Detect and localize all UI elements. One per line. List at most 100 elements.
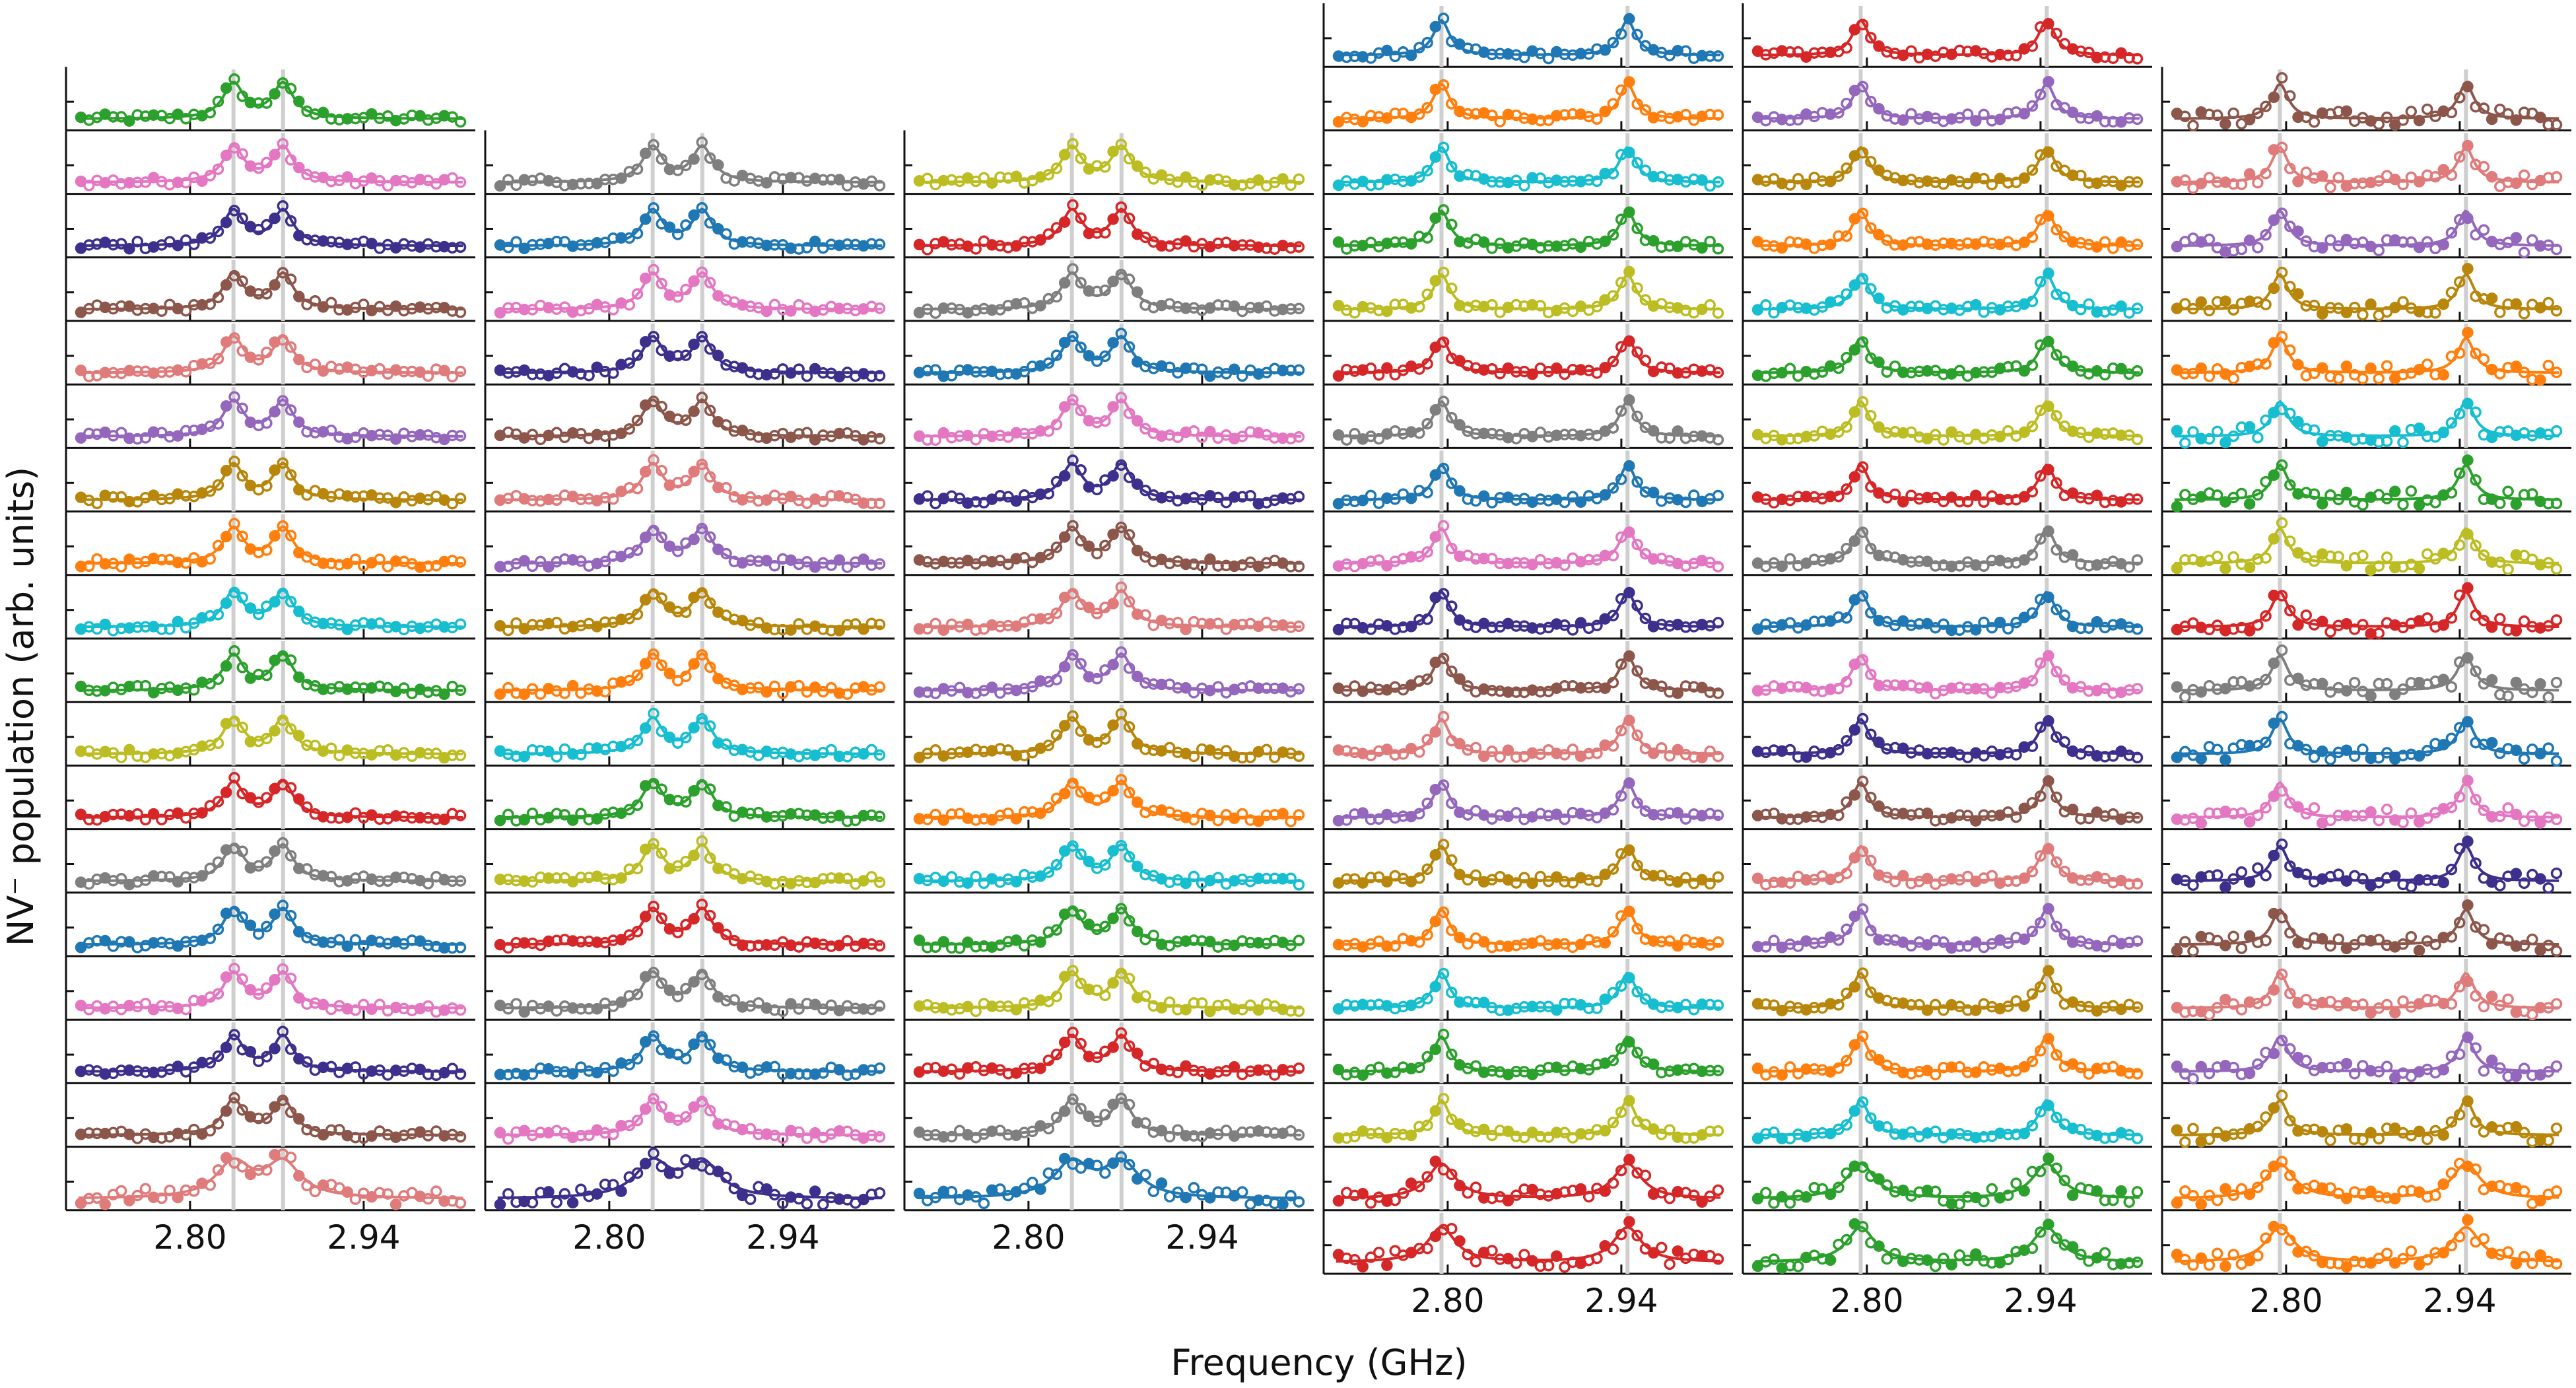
data-point: [285, 1106, 297, 1119]
data-point: [1277, 808, 1289, 820]
data-point: [801, 370, 813, 382]
data-point: [317, 557, 329, 569]
data-point: [1873, 356, 1885, 368]
data-point: [252, 97, 265, 109]
data-point: [607, 304, 619, 316]
data-point: [212, 737, 224, 749]
data-point: [1623, 1154, 1635, 1166]
data-point: [873, 302, 886, 314]
spectrum-panel: [1322, 1020, 1733, 1084]
data-point: [244, 1046, 257, 1058]
data-point: [1237, 1186, 1248, 1198]
spectrum-panel: [1742, 384, 2152, 449]
data-point: [454, 365, 467, 378]
fit-line: [1336, 781, 1721, 819]
data-point: [494, 1198, 506, 1210]
data-point: [172, 1191, 184, 1204]
data-point: [704, 343, 716, 355]
data-point: [688, 722, 700, 734]
fit-line: [1755, 526, 2140, 565]
column-4: 2.80 2.94: [1322, 3, 1733, 1320]
data-point: [575, 427, 587, 440]
data-point: [261, 1112, 273, 1125]
data-point: [688, 658, 700, 670]
data-point: [236, 402, 248, 415]
data-point: [768, 368, 781, 380]
data-point: [252, 988, 265, 1000]
data-point: [212, 988, 224, 1000]
data-point: [131, 365, 143, 377]
data-point: [261, 1164, 273, 1176]
data-point: [623, 357, 636, 369]
data-point: [728, 175, 741, 187]
spectrum-panel: [903, 321, 1314, 386]
data-point: [293, 606, 305, 617]
spectrum-panel: [903, 702, 1314, 767]
data-point: [1672, 425, 1684, 437]
data-point: [188, 617, 200, 629]
fit-line: [1336, 82, 1721, 120]
data-point: [236, 1104, 248, 1116]
data-point: [115, 1185, 127, 1197]
data-point: [1332, 236, 1345, 248]
data-point: [1647, 425, 1660, 437]
data-point: [212, 479, 224, 491]
data-point: [663, 668, 676, 679]
data-point: [1623, 1216, 1635, 1228]
spectrum-panel: [903, 1020, 1314, 1084]
data-point: [285, 782, 297, 794]
data-point: [575, 178, 587, 190]
data-point: [1454, 932, 1466, 944]
data-point: [454, 942, 467, 954]
data-point: [1873, 736, 1885, 748]
data-point: [83, 560, 95, 573]
spectrum-panel: [1742, 639, 2152, 703]
data-point: [156, 1192, 168, 1204]
data-point: [293, 862, 305, 874]
spectra-panels: 2.80 2.94 2.80 2.94 2.80 2.942.80 2.94 2.80 2.94…: [65, 3, 2571, 1320]
spectrum-panel: [484, 1020, 895, 1084]
data-point: [1429, 212, 1442, 224]
data-point: [1623, 335, 1635, 347]
data-point: [261, 792, 273, 804]
spectrum-panel: [903, 384, 1314, 449]
data-point: [1454, 738, 1466, 750]
data-point: [212, 418, 224, 430]
data-point: [115, 491, 127, 503]
data-point: [1034, 300, 1046, 312]
data-point: [438, 364, 450, 377]
spectrum-panel: [484, 765, 895, 831]
data-point: [761, 305, 772, 318]
data-point: [566, 814, 579, 826]
data-point: [704, 217, 716, 229]
data-point: [639, 911, 652, 922]
data-point: [131, 680, 143, 692]
data-point: [293, 353, 305, 366]
data-point: [75, 364, 87, 376]
data-point: [671, 164, 684, 176]
data-point: [1429, 849, 1442, 861]
data-point: [704, 277, 716, 289]
column-3: 2.80 2.94: [903, 130, 1314, 1257]
data-point: [293, 1113, 305, 1125]
data-point: [261, 346, 273, 359]
data-point: [599, 173, 611, 186]
data-point: [236, 345, 248, 357]
data-point: [228, 455, 240, 468]
data-point: [688, 1038, 700, 1051]
data-point: [526, 429, 539, 440]
data-point: [1623, 1036, 1635, 1048]
spectrum-panel: [903, 765, 1314, 831]
data-point: [156, 366, 168, 378]
data-point: [454, 618, 467, 630]
data-point: [164, 871, 176, 883]
data-point: [349, 934, 362, 946]
data-point: [414, 812, 426, 824]
x-tick-label: 2.80: [572, 1218, 646, 1257]
data-point: [688, 466, 700, 478]
data-point: [204, 232, 217, 244]
data-point: [1357, 1261, 1369, 1273]
data-point: [1107, 337, 1119, 349]
data-point: [349, 1061, 362, 1073]
